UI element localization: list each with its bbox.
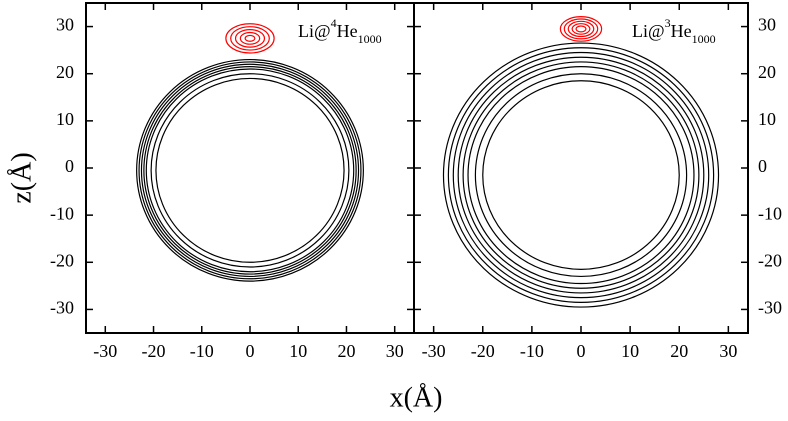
annotation: Li@4He1000 — [298, 16, 382, 46]
contour-line — [447, 47, 715, 303]
contour-line — [145, 68, 355, 273]
y-tick-label: -10 — [50, 203, 74, 223]
annotation-text: He — [671, 21, 692, 41]
contour-line — [150, 73, 350, 268]
contour-line — [442, 42, 720, 308]
annotation-subscript: 1000 — [358, 32, 382, 46]
y-tick-label: 20 — [56, 62, 74, 82]
contour-line — [136, 58, 364, 282]
contour-line — [467, 66, 695, 285]
annotation-text: Li@ — [632, 21, 665, 41]
contour-line — [244, 34, 256, 42]
contour-line — [143, 66, 357, 275]
y-tick-label: -30 — [758, 298, 782, 318]
x-tick-label: -30 — [422, 341, 446, 361]
y-tick-label: -30 — [50, 298, 74, 318]
x-tick-label: -10 — [190, 341, 214, 361]
y-tick-label: 0 — [758, 156, 767, 176]
y-tick-label: 10 — [758, 109, 776, 129]
x-tick-label: 30 — [386, 341, 404, 361]
y-tick-label: 30 — [758, 15, 776, 35]
contour-line — [474, 73, 688, 278]
y-tick-label: -10 — [758, 203, 782, 223]
contour-line — [138, 61, 362, 280]
x-tick-label: 0 — [577, 341, 586, 361]
contour-line — [230, 26, 270, 51]
contour-line — [155, 77, 345, 263]
annotation-superscript: 3 — [665, 16, 671, 30]
x-tick-label: -30 — [93, 341, 117, 361]
annotation-text: He — [337, 21, 358, 41]
y-tick-label: -20 — [758, 250, 782, 270]
annotation: Li@3He1000 — [632, 16, 716, 46]
x-tick-label: 20 — [337, 341, 355, 361]
contour-line — [239, 31, 261, 45]
x-tick-label: 30 — [719, 341, 737, 361]
contour-line — [225, 23, 275, 54]
y-axis-label: z(Å) — [6, 152, 37, 203]
contour-line — [575, 25, 587, 33]
contour-line — [567, 20, 595, 38]
y-tick-label: 30 — [56, 15, 74, 35]
annotation-text: Li@ — [298, 21, 331, 41]
annotation-subscript: 1000 — [692, 32, 716, 46]
y-tick-label: 0 — [65, 156, 74, 176]
annotation-superscript: 4 — [331, 16, 337, 30]
x-tick-label: 10 — [289, 341, 307, 361]
contour-line — [462, 61, 700, 289]
x-tick-label: -10 — [520, 341, 544, 361]
x-tick-label: 20 — [670, 341, 688, 361]
x-tick-label: 10 — [621, 341, 639, 361]
y-tick-label: 10 — [56, 109, 74, 129]
x-axis-label: x(Å) — [390, 382, 443, 413]
contour-line — [452, 51, 710, 299]
contour-line — [482, 80, 680, 270]
contour-line — [140, 63, 360, 278]
contour-line — [571, 23, 591, 35]
x-tick-label: -20 — [471, 341, 495, 361]
x-tick-label: 0 — [246, 341, 255, 361]
contour-line — [234, 28, 266, 48]
contour-line — [457, 56, 705, 294]
y-tick-label: -20 — [50, 250, 74, 270]
x-tick-label: -20 — [142, 341, 166, 361]
contour-line — [559, 16, 603, 42]
y-tick-label: 20 — [758, 62, 776, 82]
contour-line — [563, 18, 599, 40]
